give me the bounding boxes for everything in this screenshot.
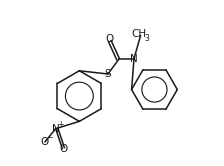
- Text: CH: CH: [131, 29, 146, 39]
- Text: O: O: [60, 144, 68, 154]
- Text: −: −: [46, 133, 52, 142]
- Text: N: N: [52, 124, 60, 134]
- Text: O: O: [106, 34, 114, 44]
- Text: N: N: [130, 53, 138, 64]
- Text: S: S: [105, 69, 111, 79]
- Text: +: +: [57, 120, 63, 129]
- Text: 3: 3: [144, 34, 149, 43]
- Text: O: O: [40, 137, 48, 147]
